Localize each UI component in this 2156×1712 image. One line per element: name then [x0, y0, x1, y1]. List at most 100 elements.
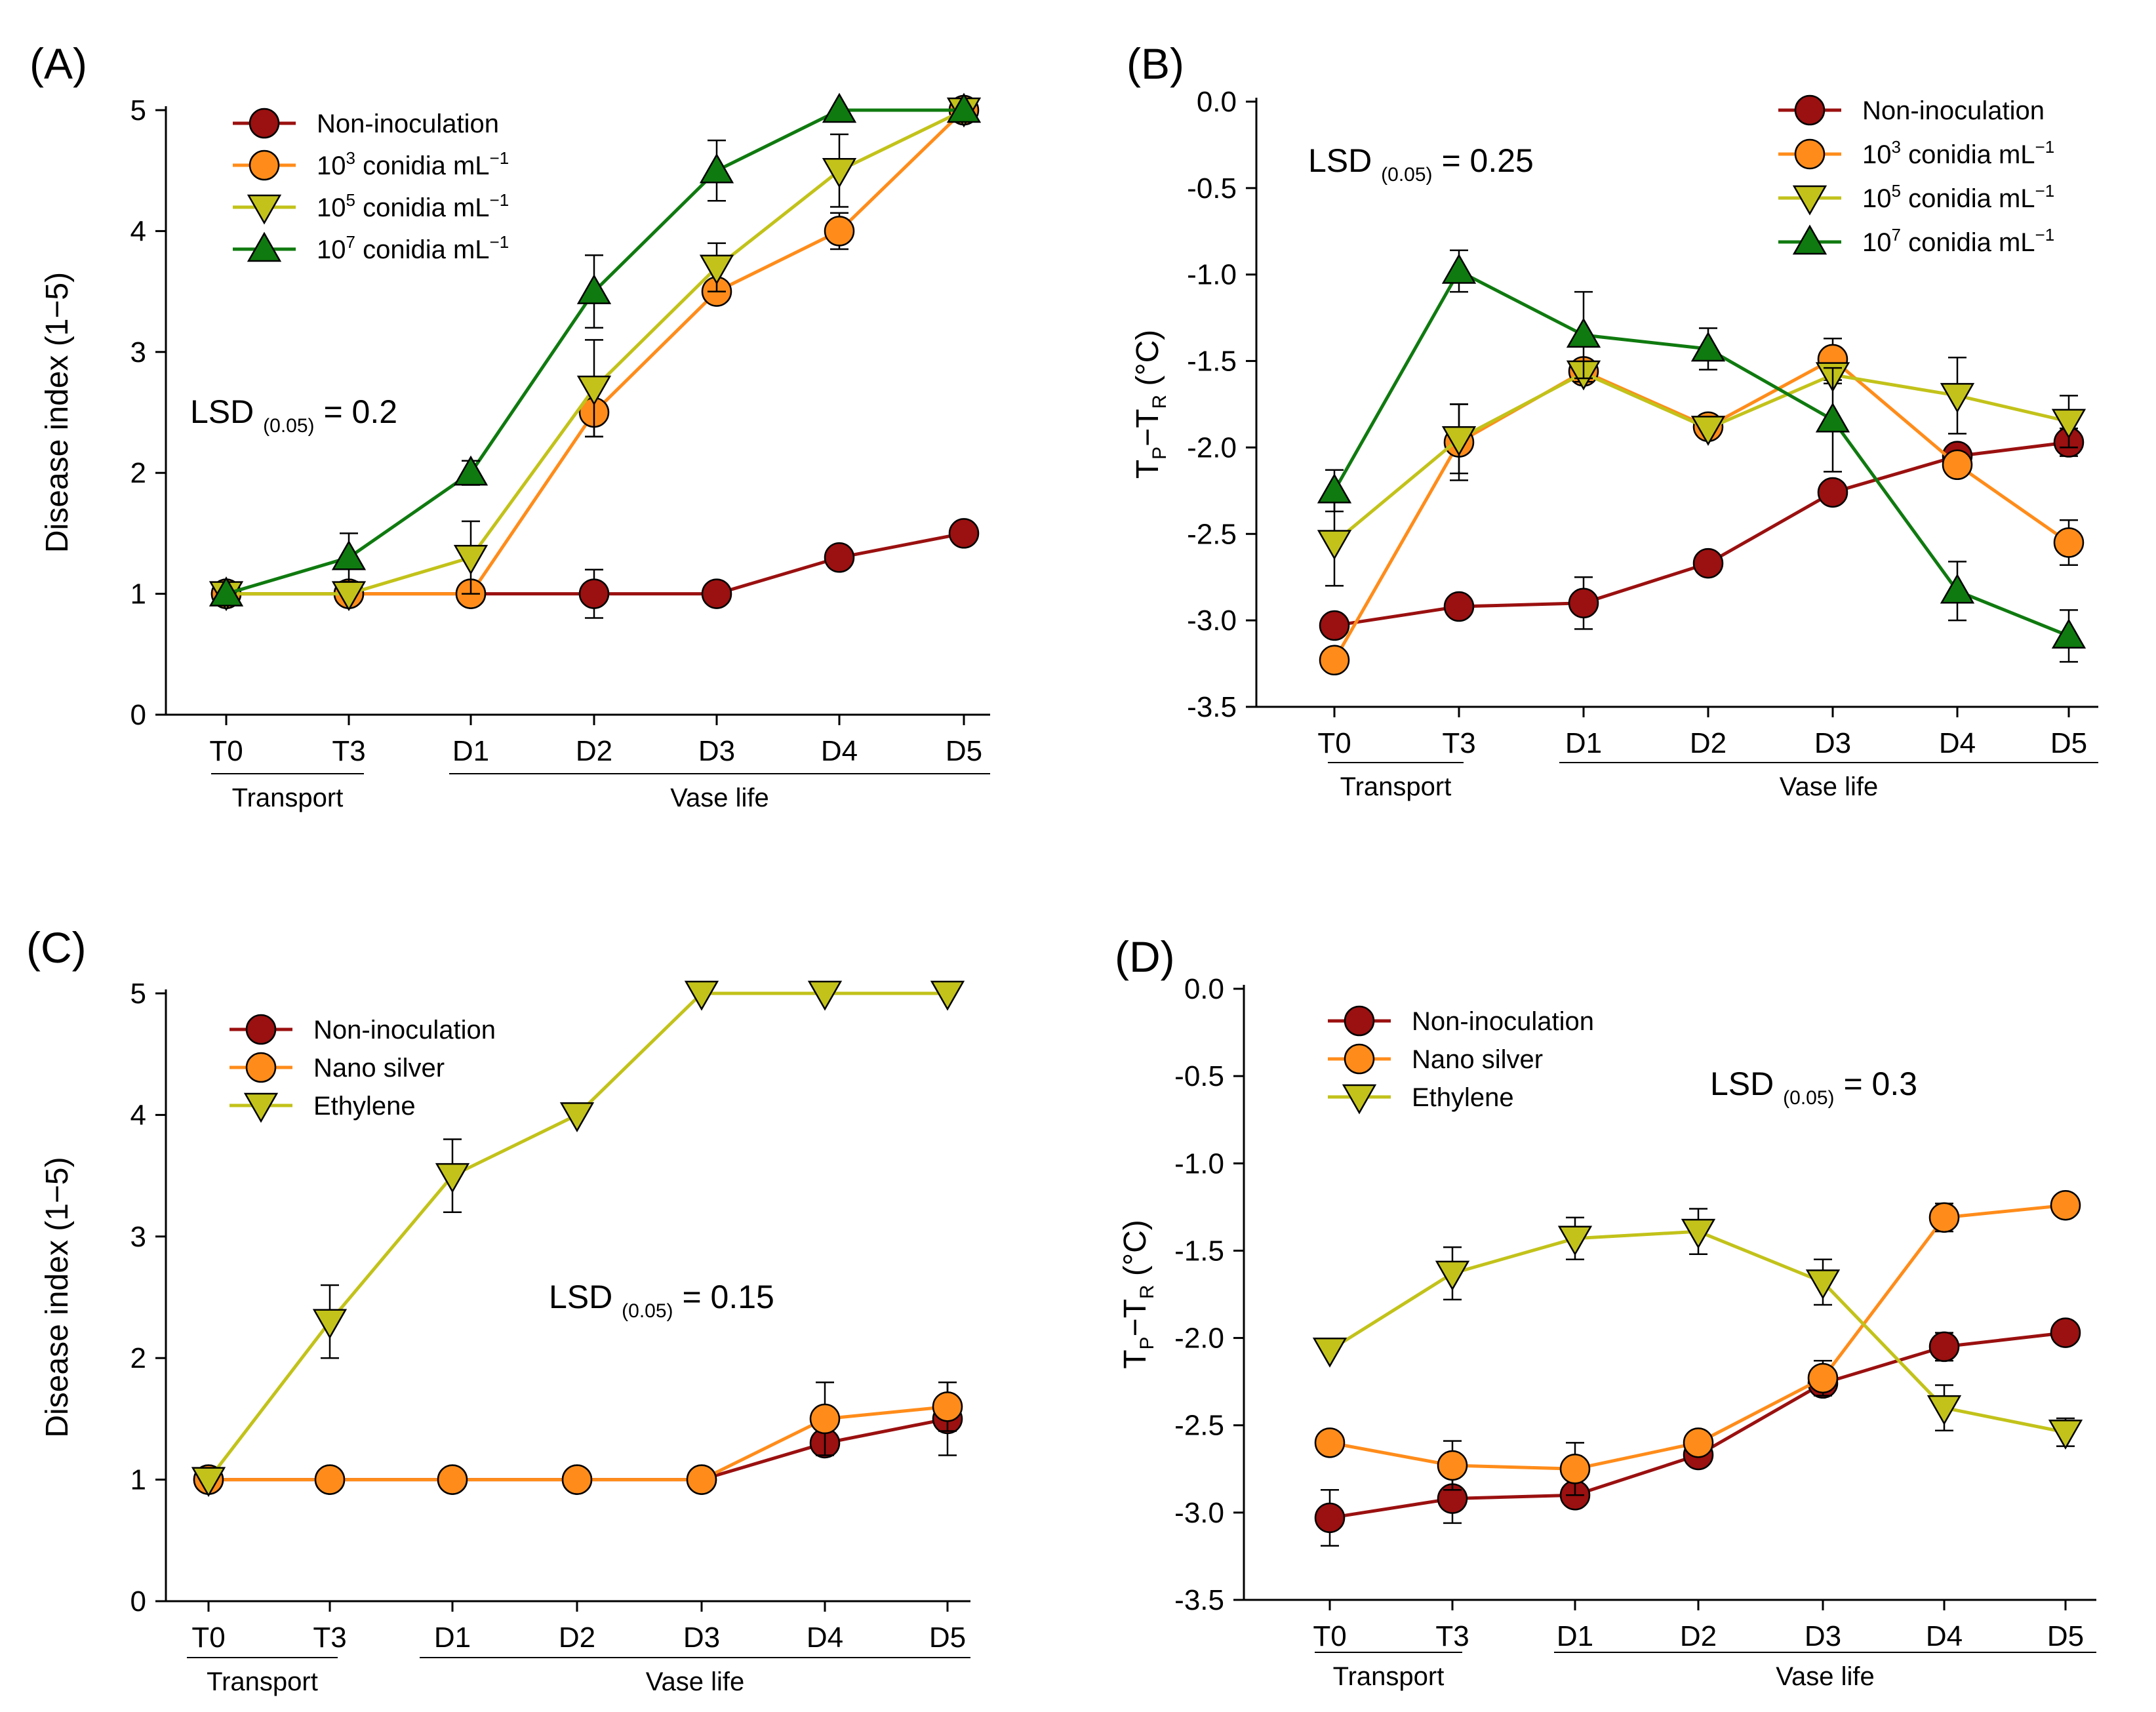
series-line: [226, 109, 965, 596]
data-point: [2051, 618, 2086, 649]
data-point: [1568, 587, 1599, 619]
x-tick-label: D3: [698, 735, 735, 767]
legend: Non-inoculation Nano silver Ethylene: [1328, 1005, 1594, 1115]
series-line: [226, 108, 965, 596]
series-orange: [193, 1382, 963, 1495]
legend-marker: [1792, 185, 1827, 216]
y-tick-label: 1: [130, 578, 146, 610]
data-point: [576, 274, 612, 304]
y-axis-title: Disease index (1−5): [40, 1157, 75, 1437]
data-point: [1690, 331, 1726, 362]
data-point: [1817, 477, 1848, 508]
data-point: [2050, 1189, 2081, 1221]
x-tick-label: D4: [1939, 727, 1976, 759]
y-tick-label: 0: [130, 699, 146, 731]
data-point: [435, 1163, 470, 1193]
x-tick-label: D1: [434, 1622, 471, 1654]
data-point: [946, 92, 982, 123]
data-point: [824, 542, 855, 573]
legend-label: 103 conidia mL−1: [1862, 137, 2054, 169]
x-tick-label: D3: [1814, 727, 1851, 759]
series-line: [226, 108, 964, 595]
x-tick-label: D2: [1680, 1620, 1717, 1652]
x-tick-label: D4: [807, 1622, 843, 1654]
vase-life-label: Vase life: [646, 1667, 744, 1696]
legend-marker: [249, 108, 280, 139]
data-point: [1940, 573, 1975, 604]
x-tick-label: T0: [191, 1622, 225, 1654]
y-tick-label: -1.5: [1187, 346, 1237, 378]
data-point: [1566, 317, 1601, 348]
data-point: [331, 540, 367, 570]
chart-panel-c: (C) 0 1 2 3 4 5 T0 T3 D1 D2 D3 D4 D5 Transport Vase lif…: [26, 923, 970, 1696]
legend: Non-inoculation 103 conidia mL−1 105 conid…: [233, 108, 509, 264]
legend-marker: [243, 1092, 279, 1123]
y-tick-label: 5: [130, 978, 146, 1010]
data-point: [453, 455, 489, 486]
legend-label: Nano silver: [313, 1054, 445, 1083]
transport-label: Transport: [232, 784, 344, 812]
y-tick-label: -1.0: [1187, 259, 1237, 291]
panel-label: (A): [30, 39, 87, 88]
data-point: [1314, 1427, 1346, 1458]
y-tick-label: -2.5: [1187, 518, 1237, 550]
data-point: [561, 1464, 593, 1495]
panel-label: (D): [1115, 932, 1175, 981]
vase-life-label: Vase life: [670, 784, 769, 812]
x-tick-label: T0: [209, 735, 243, 767]
legend-label: Ethylene: [1412, 1083, 1514, 1112]
legend-label: 107 conidia mL−1: [1862, 225, 2054, 257]
legend-label: Ethylene: [313, 1092, 416, 1121]
data-point: [948, 518, 980, 549]
y-tick-label: -3.5: [1174, 1584, 1224, 1616]
y-tick-label: 2: [130, 457, 146, 489]
x-tick-label: D2: [559, 1622, 595, 1654]
data-point: [2053, 527, 2085, 558]
y-tick-label: -2.5: [1174, 1410, 1224, 1442]
legend-marker: [1794, 138, 1826, 170]
data-point: [1437, 1450, 1468, 1481]
data-point: [809, 1403, 841, 1435]
x-tick-label: D3: [683, 1622, 720, 1654]
series-yellowgreen: [1317, 357, 2086, 587]
series-yellowgreen: [1312, 1208, 2083, 1450]
x-tick-label: T0: [1313, 1620, 1346, 1652]
legend-label: 107 conidia mL−1: [317, 232, 509, 264]
y-tick-label: 0.0: [1184, 973, 1224, 1005]
data-point: [1690, 416, 1726, 446]
data-point: [1681, 1218, 1716, 1249]
data-point: [191, 1467, 226, 1498]
legend-label: Non-inoculation: [1412, 1007, 1594, 1036]
data-point: [578, 578, 610, 609]
data-point: [822, 92, 857, 123]
y-tick-label: 1: [130, 1464, 146, 1496]
y-tick-label: -0.5: [1187, 172, 1237, 205]
x-tick-label: D4: [821, 735, 858, 767]
x-tick-label: D5: [2050, 727, 2087, 759]
legend-marker: [1794, 94, 1826, 126]
y-tick-label: -1.5: [1174, 1235, 1224, 1267]
data-point: [1443, 591, 1475, 622]
x-tick-label: D1: [452, 735, 489, 767]
data-point: [1942, 449, 1973, 481]
vase-life-label: Vase life: [1780, 772, 1878, 801]
data-point: [1805, 1269, 1841, 1300]
data-point: [930, 980, 965, 1011]
y-tick-label: 3: [130, 1221, 146, 1253]
legend-marker: [249, 149, 280, 181]
y-tick-label: 2: [130, 1342, 146, 1374]
data-point: [807, 980, 843, 1011]
y-tick-label: -2.0: [1174, 1323, 1224, 1355]
data-point: [686, 1464, 717, 1495]
data-point: [209, 576, 244, 607]
chart-panel-a: (A) 0 1 2 3 4 5 T0 T3 D1 D2 D3 D4 D5 Transport Vase lif…: [30, 39, 990, 812]
x-tick-label: T3: [1442, 727, 1475, 759]
series-non_inoculation: [1319, 427, 2085, 641]
data-point: [1441, 253, 1477, 284]
data-point: [1435, 1260, 1470, 1291]
series-non_inoculation: [210, 518, 980, 619]
chart-panel-d: (D) -3.5 -3.0 -2.5 -2.0 -1.5 -1.0 -0.5 0.0 T0 T3 D1…: [1115, 932, 2096, 1691]
x-tick-label: D2: [576, 735, 612, 767]
legend-label: 103 conidia mL−1: [317, 148, 509, 180]
